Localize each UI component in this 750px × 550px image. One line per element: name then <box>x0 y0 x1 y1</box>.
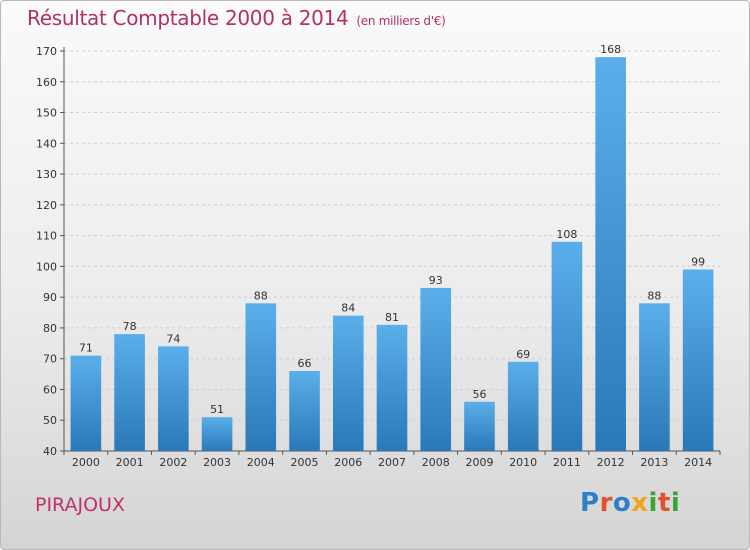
bar-2003 <box>201 417 233 451</box>
y-tick-label: 60 <box>43 383 57 396</box>
data-label-2014: 99 <box>691 255 705 268</box>
x-tick-label-2008: 2008 <box>422 456 450 469</box>
bar-2012 <box>595 57 626 452</box>
x-tick-label-2010: 2010 <box>509 456 537 469</box>
y-tick-label: 150 <box>36 107 57 120</box>
y-tick-label: 40 <box>43 445 57 458</box>
x-tick-label-2004: 2004 <box>247 456 275 469</box>
y-tick-label: 90 <box>43 291 57 304</box>
commune-name: PIRAJOUX <box>35 494 125 516</box>
x-tick-label-2011: 2011 <box>553 456 581 469</box>
data-label-2003: 51 <box>210 403 224 416</box>
x-tick-label-2001: 2001 <box>116 456 144 469</box>
x-tick-label-2014: 2014 <box>684 456 712 469</box>
x-tick-label-2012: 2012 <box>597 456 625 469</box>
data-label-2008: 93 <box>429 274 443 287</box>
y-tick-label: 70 <box>43 353 57 366</box>
x-tick-label-2009: 2009 <box>465 456 493 469</box>
chart-title: Résultat Comptable 2000 à 2014 (en millie… <box>27 6 446 30</box>
bar-2010 <box>507 361 539 451</box>
y-tick-label: 170 <box>36 45 57 58</box>
data-label-2012: 168 <box>600 43 621 56</box>
bar-2007 <box>376 324 408 451</box>
y-tick-label: 80 <box>43 322 57 335</box>
data-label-2010: 69 <box>516 348 530 361</box>
x-tick-label-2005: 2005 <box>291 456 319 469</box>
bar-2014 <box>682 269 714 451</box>
data-label-2004: 88 <box>254 289 268 302</box>
bar-2011 <box>551 241 583 451</box>
bar-2005 <box>289 371 320 451</box>
title-text: Résultat Comptable 2000 à 2014 <box>27 6 349 30</box>
y-tick-label: 160 <box>36 76 57 89</box>
bar-2000 <box>70 355 102 451</box>
bar-2002 <box>158 346 189 451</box>
y-tick-label: 130 <box>36 168 57 181</box>
x-tick-label-2000: 2000 <box>72 456 100 469</box>
y-tick-label: 120 <box>36 199 57 212</box>
y-tick-label: 140 <box>36 137 57 150</box>
data-label-2006: 84 <box>341 302 355 315</box>
data-label-2002: 74 <box>166 332 180 345</box>
data-label-2001: 78 <box>123 320 137 333</box>
bar-2001 <box>114 334 145 451</box>
bar-2006 <box>332 315 364 451</box>
bar-2004 <box>245 303 277 451</box>
data-label-2013: 88 <box>647 289 661 302</box>
data-label-2007: 81 <box>385 311 399 324</box>
y-tick-label: 50 <box>43 414 57 427</box>
labels: 71 2000 78 2001 74 2002 51 2003 88 2004 66 2005 84 20… <box>72 43 712 469</box>
data-label-2011: 108 <box>556 228 577 241</box>
data-label-2005: 66 <box>298 357 312 370</box>
x-tick-label-2013: 2013 <box>640 456 668 469</box>
bar-2008 <box>420 287 452 451</box>
bars <box>70 57 714 452</box>
bar-2013 <box>639 303 670 451</box>
x-tick-label-2007: 2007 <box>378 456 406 469</box>
chart-subtitle: (en milliers d'€) <box>356 14 446 28</box>
data-label-2000: 71 <box>79 342 93 355</box>
x-tick-label-2002: 2002 <box>159 456 187 469</box>
y-tick-label: 110 <box>36 230 57 243</box>
bar-2009 <box>464 401 495 451</box>
data-label-2009: 56 <box>472 388 486 401</box>
proxiti-logo: Proxiti <box>580 488 681 518</box>
x-tick-label-2003: 2003 <box>203 456 231 469</box>
x-tick-label-2006: 2006 <box>334 456 362 469</box>
y-tick-label: 100 <box>36 260 57 273</box>
